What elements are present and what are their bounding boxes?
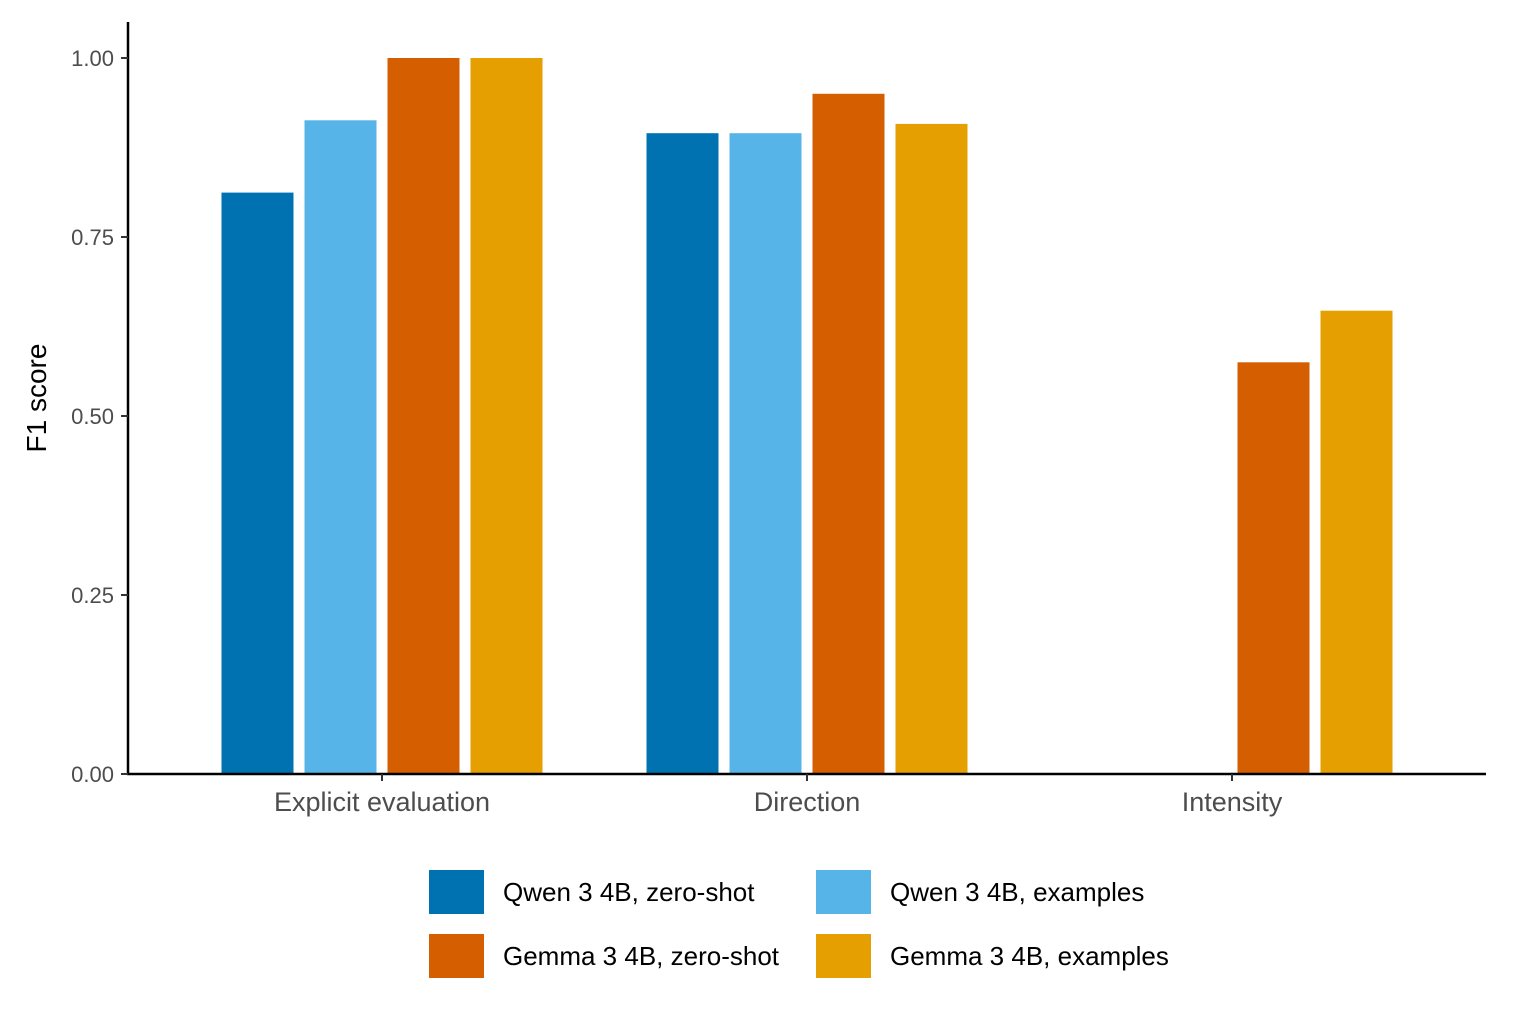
y-tick-label: 0.25 [71, 583, 114, 608]
y-tick-label: 0.00 [71, 762, 114, 787]
x-tick-label: Intensity [1182, 787, 1283, 817]
legend-label: Qwen 3 4B, zero-shot [503, 877, 755, 907]
x-tick-label: Explicit evaluation [274, 787, 490, 817]
bar-direction-series-2 [812, 93, 885, 775]
legend-swatch [816, 934, 871, 978]
y-tick-label: 1.00 [71, 46, 114, 71]
legend-swatch [429, 934, 484, 978]
bar-explicit-evaluation-series-1 [304, 120, 377, 775]
y-tick-label: 0.50 [71, 404, 114, 429]
axes-layer: 0.00 0.25 0.50 0.75 1.00 Explicit evaluation D… [71, 22, 1486, 817]
bar-explicit-evaluation-series-3 [470, 58, 543, 774]
x-tick-label: Direction [754, 787, 861, 817]
legend-label: Gemma 3 4B, examples [890, 941, 1169, 971]
bar-direction-series-0 [646, 133, 719, 774]
legend-swatch [429, 870, 484, 914]
legend-label: Qwen 3 4B, examples [890, 877, 1144, 907]
bar-direction-series-1 [729, 133, 802, 774]
bar-explicit-evaluation-series-0 [221, 192, 294, 775]
bar-intensity-series-2 [1237, 362, 1310, 774]
legend-label: Gemma 3 4B, zero-shot [503, 941, 780, 971]
y-tick-label: 0.75 [71, 225, 114, 250]
y-axis-title: F1 score [21, 344, 52, 453]
bars-layer [221, 58, 1393, 775]
bar-intensity-series-3 [1320, 310, 1393, 774]
legend-swatch [816, 870, 871, 914]
bar-explicit-evaluation-series-2 [387, 58, 460, 774]
legend: Qwen 3 4B, zero-shot Qwen 3 4B, examples G… [429, 870, 1169, 978]
bar-direction-series-3 [895, 123, 968, 774]
